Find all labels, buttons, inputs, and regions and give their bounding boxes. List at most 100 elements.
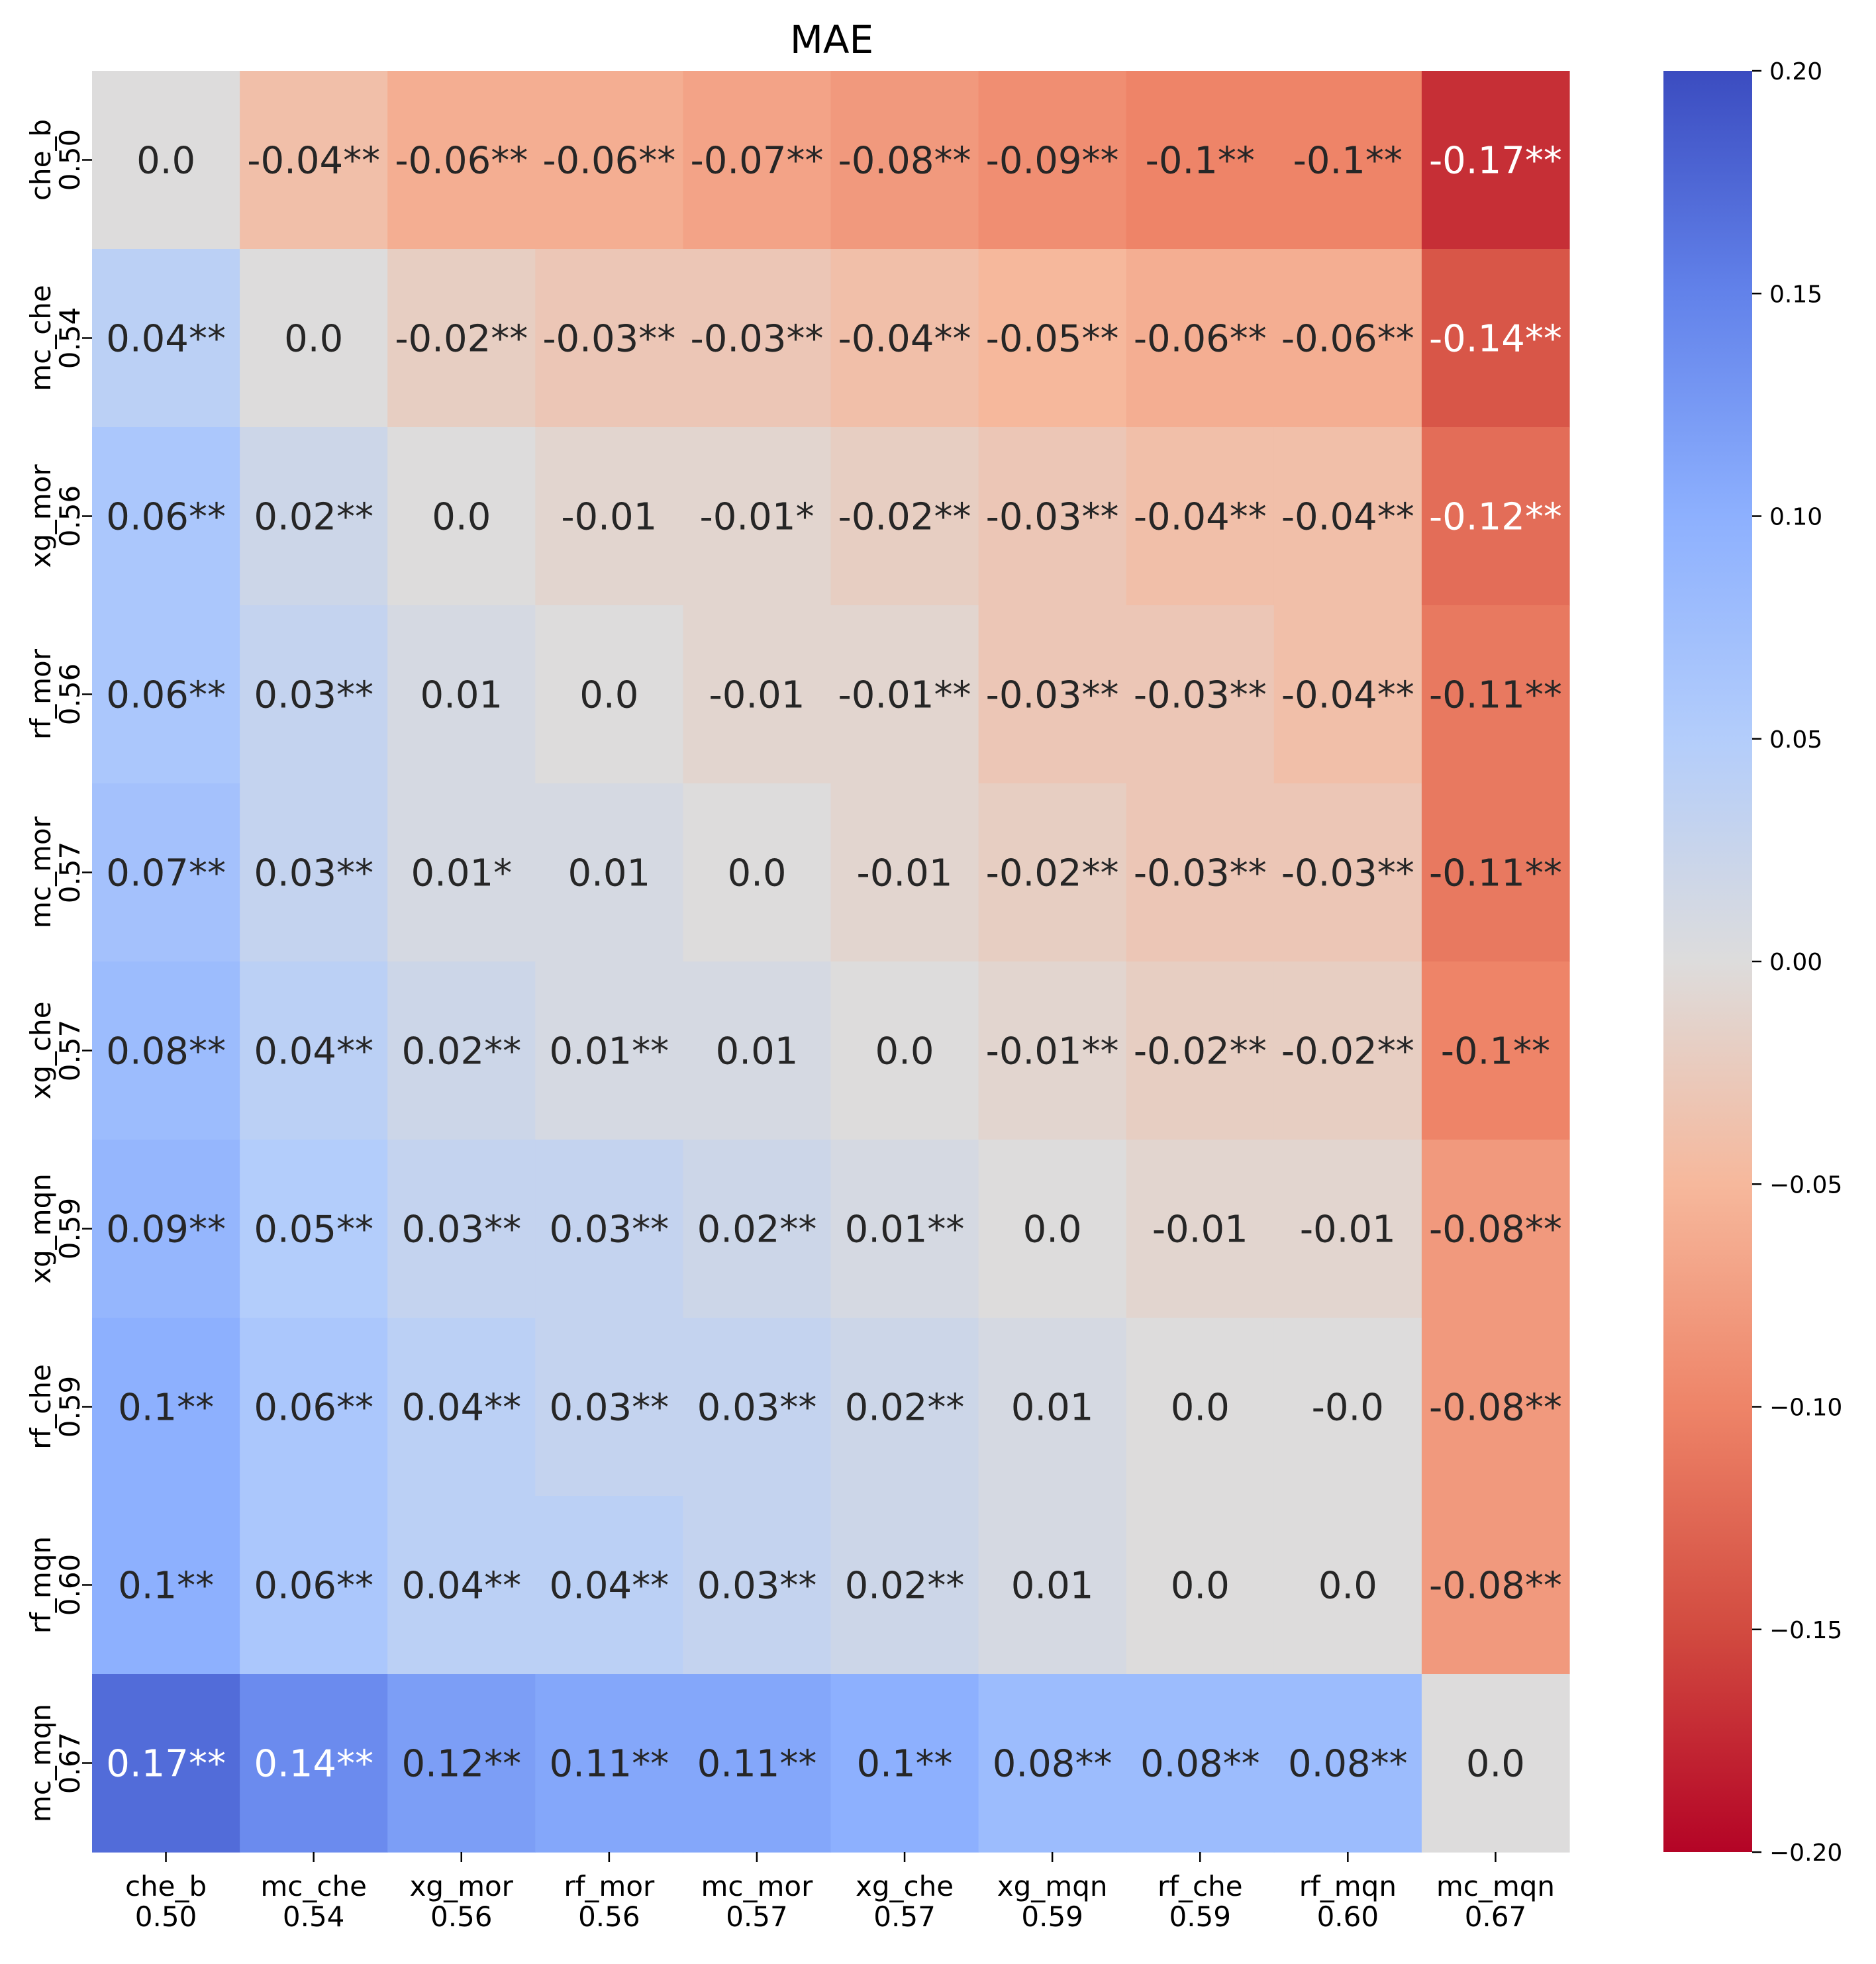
heatmap-cell — [1273, 783, 1422, 962]
heatmap-cell — [978, 783, 1127, 962]
cell-annotation: 0.0 — [1171, 1565, 1230, 1608]
heatmap-cell — [978, 1674, 1127, 1853]
column-label: xg_mor — [410, 1870, 514, 1902]
cell-annotation: 0.03** — [401, 1208, 521, 1252]
cell-annotation: -0.04** — [1134, 496, 1267, 539]
heatmap-cell — [1126, 427, 1275, 606]
cell-annotation: -0.01* — [700, 496, 815, 539]
cell-annotation: 0.0 — [875, 1030, 934, 1073]
heatmap-cell — [387, 961, 536, 1140]
cell-annotation: -0.07** — [691, 140, 824, 183]
cell-annotation: 0.02** — [845, 1387, 965, 1430]
cell-annotation: 0.04** — [106, 318, 226, 361]
column-label: mc_mor — [701, 1870, 814, 1902]
heatmap-cell — [978, 1140, 1127, 1318]
row-labels: che_b0.50 mc_che0.54 xg_mor0.56 rf_mor0.56m… — [25, 119, 92, 1822]
cell-annotation: -0.08** — [838, 140, 971, 183]
heatmap-cell — [92, 1318, 240, 1497]
column-label: rf_mqn — [1299, 1870, 1397, 1902]
heatmap-cell — [535, 1140, 683, 1318]
cell-annotation: -0.03** — [1281, 852, 1414, 895]
cell-annotation: 0.03** — [697, 1387, 817, 1430]
cell-annotation: 0.04** — [401, 1387, 521, 1430]
cell-annotation: 0.1** — [118, 1565, 214, 1608]
heatmap-cell — [830, 783, 979, 962]
heatmap-cell — [535, 71, 683, 250]
cell-annotation: -0.01** — [838, 674, 971, 717]
cell-annotation: 0.01* — [411, 852, 512, 895]
heatmap-cell — [240, 605, 388, 784]
column-score: 0.67 — [1465, 1900, 1527, 1933]
column-score: 0.57 — [726, 1900, 788, 1933]
heatmap-cell — [830, 1318, 979, 1497]
heatmap-cell — [1126, 605, 1275, 784]
column-score: 0.59 — [1021, 1900, 1083, 1933]
heatmap-cell — [1421, 1318, 1570, 1497]
cell-annotation: 0.07** — [106, 852, 226, 895]
column-score: 0.59 — [1169, 1900, 1231, 1933]
cell-annotation: -0.14** — [1429, 318, 1562, 361]
cell-annotation: -0.11** — [1429, 852, 1562, 895]
heatmap-cell — [1421, 605, 1570, 784]
heatmap-cell — [978, 427, 1127, 606]
cell-annotation: 0.03** — [549, 1208, 669, 1252]
heatmap-cell — [387, 249, 536, 428]
column-label: mc_che — [260, 1870, 367, 1902]
cell-annotation: -0.01 — [1300, 1208, 1396, 1252]
cell-annotation: -0.01 — [1152, 1208, 1248, 1252]
heatmap-cell — [683, 71, 832, 250]
heatmap-cell — [387, 1318, 536, 1497]
heatmap-cell — [1126, 1140, 1275, 1318]
heatmap-cell — [387, 605, 536, 784]
cell-annotation: 0.01 — [568, 852, 650, 895]
colorbar-tick-label: −0.20 — [1769, 1840, 1842, 1867]
cell-annotation: 0.0 — [432, 496, 491, 539]
column-label: xg_che — [856, 1870, 954, 1902]
heatmap-cell — [683, 1140, 832, 1318]
column-label: rf_che — [1158, 1870, 1243, 1902]
row-label: xg_mor0.56 — [25, 464, 86, 568]
heatmap-cell — [535, 427, 683, 606]
cell-annotation: 0.1** — [118, 1387, 214, 1430]
cell-annotation: 0.04** — [549, 1565, 669, 1608]
cell-annotation: 0.08** — [1140, 1743, 1260, 1786]
cell-annotation: 0.06** — [106, 496, 226, 539]
heatmap-cell — [1421, 427, 1570, 606]
heatmap-cell — [830, 1674, 979, 1853]
cell-annotation: 0.03** — [254, 852, 373, 895]
heatmap-cell — [830, 71, 979, 250]
heatmap-cell — [1273, 605, 1422, 784]
cell-annotation: 0.01** — [845, 1208, 965, 1252]
heatmap-cell — [978, 961, 1127, 1140]
cell-annotation: 0.11** — [697, 1743, 817, 1786]
cell-annotation: 0.01 — [716, 1030, 799, 1073]
heatmap-cell — [1126, 783, 1275, 962]
cell-annotation: 0.0 — [579, 674, 638, 717]
cell-annotation: -0.06** — [542, 140, 675, 183]
heatmap-cell — [830, 605, 979, 784]
heatmap-cell — [240, 1140, 388, 1318]
cell-annotation: -0.01 — [709, 674, 805, 717]
cell-annotation: 0.0 — [727, 852, 786, 895]
cell-annotations: 0.0 -0.04** -0.06** -0.06** -0.07** -0.08** -0… — [106, 140, 1562, 1786]
heatmap-cell — [830, 1496, 979, 1675]
heatmap-cell — [535, 961, 683, 1140]
heatmap-cell — [1126, 249, 1275, 428]
heatmap-cell — [240, 783, 388, 962]
cell-annotation: 0.08** — [1288, 1743, 1408, 1786]
column-score: 0.57 — [873, 1900, 936, 1933]
colorbar-ticks: 0.20 0.15 0.10 0.05 0.00 −0.05 −0.10 −0.15 −0.20 — [1752, 58, 1842, 1867]
heatmap-cell — [1421, 1140, 1570, 1318]
cell-annotation: 0.11** — [549, 1743, 669, 1786]
cell-annotation: -0.02** — [395, 318, 528, 361]
colorbar — [1663, 71, 1752, 1852]
cell-annotation: 0.09** — [106, 1208, 226, 1252]
heatmap-cell — [1273, 961, 1422, 1140]
colorbar-tick-label: 0.00 — [1769, 949, 1822, 976]
heatmap-cells — [92, 71, 1570, 1853]
cell-annotation: -0.03** — [691, 318, 824, 361]
colorbar-tick-label: −0.10 — [1769, 1395, 1842, 1422]
heatmap-cell — [1126, 1674, 1275, 1853]
heatmap-cell — [387, 71, 536, 250]
heatmap-cell — [387, 427, 536, 606]
